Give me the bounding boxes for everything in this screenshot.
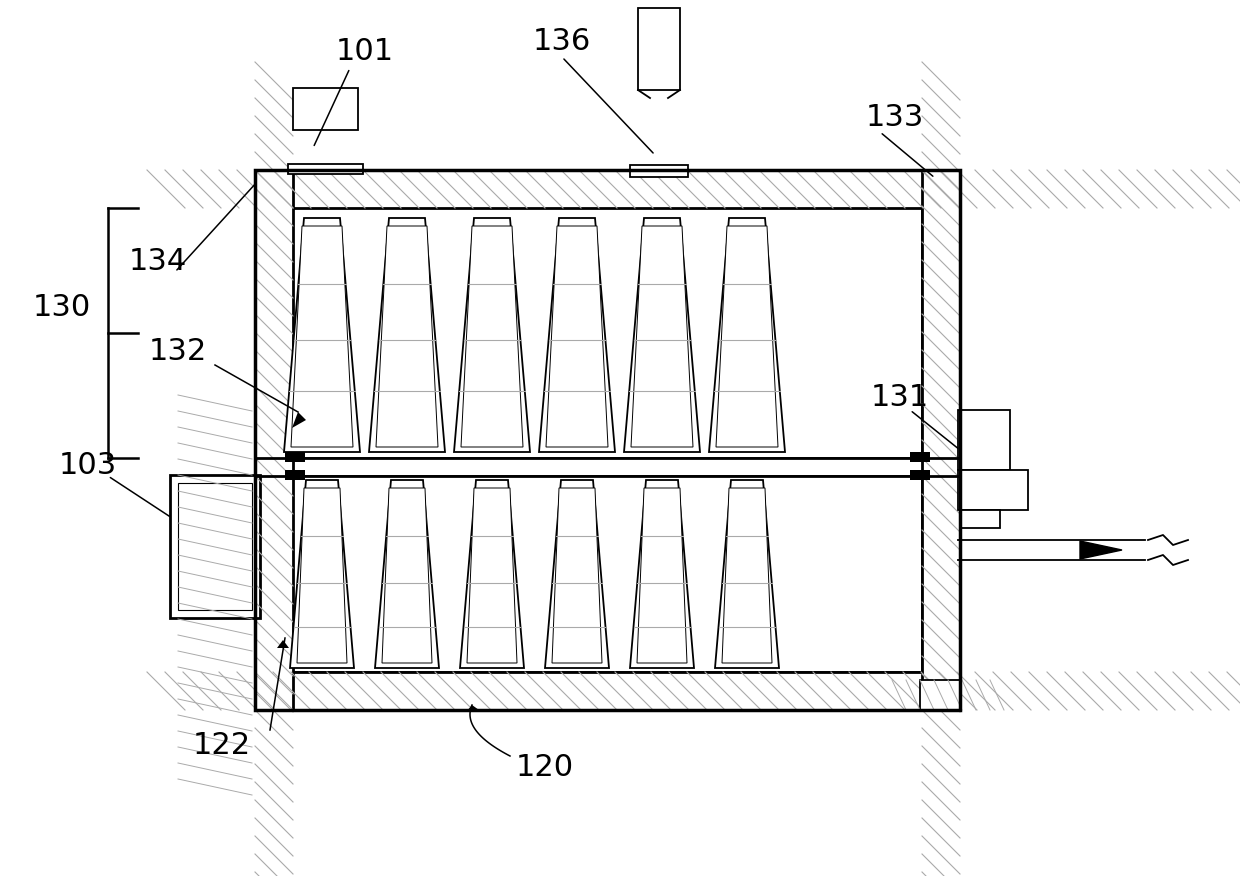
Bar (959, 410, 1011, 470)
Polygon shape (374, 480, 439, 668)
Bar (293, 476, 923, 672)
Text: 122: 122 (193, 731, 250, 759)
Text: 130: 130 (33, 293, 91, 322)
Polygon shape (722, 488, 773, 663)
Polygon shape (709, 218, 785, 452)
Polygon shape (454, 218, 529, 452)
Bar (630, 165, 688, 177)
Polygon shape (466, 705, 479, 712)
Polygon shape (715, 226, 777, 447)
Polygon shape (539, 218, 615, 452)
Polygon shape (284, 218, 360, 452)
Text: 120: 120 (516, 753, 574, 782)
Polygon shape (715, 480, 779, 668)
Text: 134: 134 (129, 248, 187, 277)
Polygon shape (630, 480, 694, 668)
Bar (920, 680, 960, 710)
Polygon shape (461, 226, 523, 447)
Polygon shape (460, 480, 525, 668)
Bar (960, 510, 999, 528)
Polygon shape (370, 218, 445, 452)
Polygon shape (298, 488, 347, 663)
Bar (285, 452, 305, 462)
Bar (179, 483, 252, 610)
Bar (255, 170, 293, 710)
Bar (288, 164, 363, 174)
Bar (170, 475, 260, 618)
Bar (910, 452, 930, 462)
Bar (255, 170, 960, 710)
Polygon shape (467, 488, 517, 663)
Bar (959, 470, 1028, 510)
Polygon shape (376, 226, 438, 447)
Bar (923, 170, 960, 710)
Polygon shape (552, 488, 601, 663)
Bar (285, 470, 305, 480)
Polygon shape (546, 226, 608, 447)
Polygon shape (1080, 541, 1122, 559)
Polygon shape (631, 226, 693, 447)
Polygon shape (546, 480, 609, 668)
Polygon shape (291, 412, 306, 428)
Text: 133: 133 (866, 103, 924, 132)
Bar (293, 208, 923, 458)
Text: 131: 131 (870, 384, 929, 413)
Text: 103: 103 (58, 450, 117, 479)
Text: 136: 136 (533, 27, 591, 56)
Bar (255, 170, 960, 208)
Bar (293, 88, 358, 130)
Bar (910, 470, 930, 480)
Bar (255, 672, 960, 710)
Polygon shape (624, 218, 701, 452)
Bar (639, 8, 680, 90)
Text: 132: 132 (149, 337, 207, 366)
Text: 101: 101 (336, 38, 394, 67)
Polygon shape (382, 488, 432, 663)
Polygon shape (277, 640, 289, 648)
Polygon shape (290, 480, 353, 668)
Polygon shape (637, 488, 687, 663)
Polygon shape (291, 226, 353, 447)
